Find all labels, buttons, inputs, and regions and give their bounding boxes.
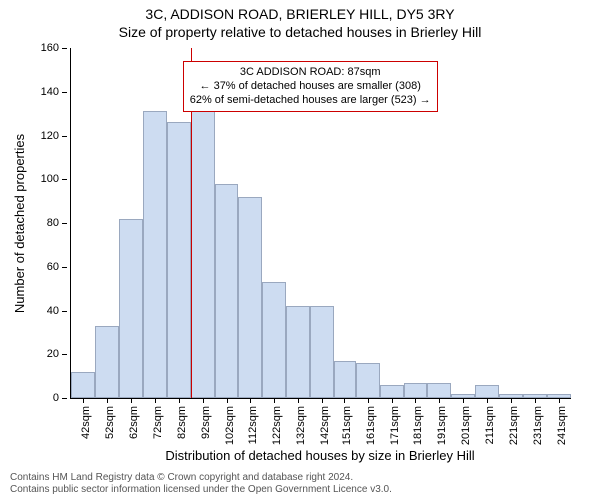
histogram-bar: [310, 306, 334, 398]
y-tick-label: 140: [41, 86, 59, 98]
x-tick-mark: [227, 398, 228, 403]
histogram-bar: [334, 361, 356, 398]
x-tick-label: 82sqm: [176, 406, 188, 439]
histogram-bar: [215, 184, 239, 398]
x-tick-mark: [203, 398, 204, 403]
y-tick-label: 120: [41, 130, 59, 142]
x-axis-label: Distribution of detached houses by size …: [70, 448, 570, 463]
x-tick-mark: [83, 398, 84, 403]
x-tick-label: 221sqm: [508, 406, 520, 445]
x-tick-mark: [322, 398, 323, 403]
chart-container: 3C, ADDISON ROAD, BRIERLEY HILL, DY5 3RY…: [0, 0, 600, 500]
x-tick-mark: [439, 398, 440, 403]
x-tick-label: 42sqm: [80, 406, 92, 439]
histogram-bar: [475, 385, 499, 398]
annotation-line: ← 37% of detached houses are smaller (30…: [190, 80, 431, 94]
x-tick-label: 92sqm: [200, 406, 212, 439]
x-tick-mark: [274, 398, 275, 403]
x-tick-label: 151sqm: [341, 406, 353, 445]
histogram-bar: [95, 326, 119, 398]
y-tick-mark: [62, 267, 67, 268]
y-tick-mark: [62, 223, 67, 224]
y-axis-label: Number of detached properties: [13, 133, 28, 312]
y-tick-label: 20: [47, 348, 59, 360]
y-axis-label-wrap: Number of detached properties: [10, 48, 30, 398]
histogram-bar: [119, 219, 143, 398]
y-tick-mark: [62, 136, 67, 137]
x-tick-label: 72sqm: [152, 406, 164, 439]
y-tick-mark: [62, 354, 67, 355]
footer: Contains HM Land Registry data © Crown c…: [10, 472, 392, 496]
x-tick-label: 102sqm: [224, 406, 236, 445]
annotation-box: 3C ADDISON ROAD: 87sqm← 37% of detached …: [183, 61, 438, 112]
x-tick-label: 161sqm: [365, 406, 377, 445]
x-tick-label: 191sqm: [436, 406, 448, 445]
x-tick-mark: [107, 398, 108, 403]
x-tick-mark: [131, 398, 132, 403]
x-tick-mark: [344, 398, 345, 403]
histogram-bar: [71, 372, 95, 398]
x-tick-label: 201sqm: [460, 406, 472, 445]
x-tick-label: 122sqm: [271, 406, 283, 445]
histogram-bar: [427, 383, 451, 398]
x-tick-mark: [463, 398, 464, 403]
y-tick-label: 100: [41, 173, 59, 185]
x-tick-mark: [511, 398, 512, 403]
y-tick-label: 40: [47, 305, 59, 317]
y-tick-mark: [62, 92, 67, 93]
x-tick-label: 142sqm: [319, 406, 331, 445]
y-tick-mark: [62, 179, 67, 180]
y-tick-label: 160: [41, 42, 59, 54]
histogram-bar: [191, 111, 215, 398]
plot-area: 3C ADDISON ROAD: 87sqm← 37% of detached …: [70, 48, 571, 399]
y-tick-label: 60: [47, 261, 59, 273]
histogram-bar: [380, 385, 404, 398]
footer-line-1: Contains HM Land Registry data © Crown c…: [10, 472, 392, 484]
title-line-2: Size of property relative to detached ho…: [0, 24, 600, 40]
histogram-bar: [404, 383, 428, 398]
histogram-bar: [262, 282, 286, 398]
x-tick-label: 241sqm: [556, 406, 568, 445]
x-tick-label: 181sqm: [412, 406, 424, 445]
x-tick-label: 132sqm: [295, 406, 307, 445]
x-tick-mark: [155, 398, 156, 403]
histogram-bar: [143, 111, 167, 398]
histogram-bar: [238, 197, 262, 398]
annotation-line: 62% of semi-detached houses are larger (…: [190, 94, 431, 108]
x-tick-label: 52sqm: [104, 406, 116, 439]
x-tick-mark: [559, 398, 560, 403]
title-line-1: 3C, ADDISON ROAD, BRIERLEY HILL, DY5 3RY: [0, 6, 600, 22]
y-tick-mark: [62, 311, 67, 312]
x-tick-label: 112sqm: [247, 406, 259, 444]
x-tick-mark: [487, 398, 488, 403]
y-tick-label: 0: [53, 392, 59, 404]
y-tick-mark: [62, 398, 67, 399]
histogram-bar: [286, 306, 310, 398]
x-tick-mark: [535, 398, 536, 403]
x-tick-mark: [298, 398, 299, 403]
x-tick-mark: [392, 398, 393, 403]
x-tick-label: 231sqm: [532, 406, 544, 445]
x-tick-mark: [415, 398, 416, 403]
x-tick-label: 211sqm: [484, 406, 496, 444]
y-tick-mark: [62, 48, 67, 49]
annotation-line: 3C ADDISON ROAD: 87sqm: [190, 66, 431, 80]
footer-line-2: Contains public sector information licen…: [10, 484, 392, 496]
x-tick-mark: [250, 398, 251, 403]
x-tick-mark: [179, 398, 180, 403]
x-tick-label: 62sqm: [128, 406, 140, 439]
x-tick-label: 171sqm: [389, 406, 401, 445]
x-tick-mark: [368, 398, 369, 403]
y-tick-label: 80: [47, 217, 59, 229]
histogram-bar: [356, 363, 380, 398]
histogram-bar: [167, 122, 191, 398]
